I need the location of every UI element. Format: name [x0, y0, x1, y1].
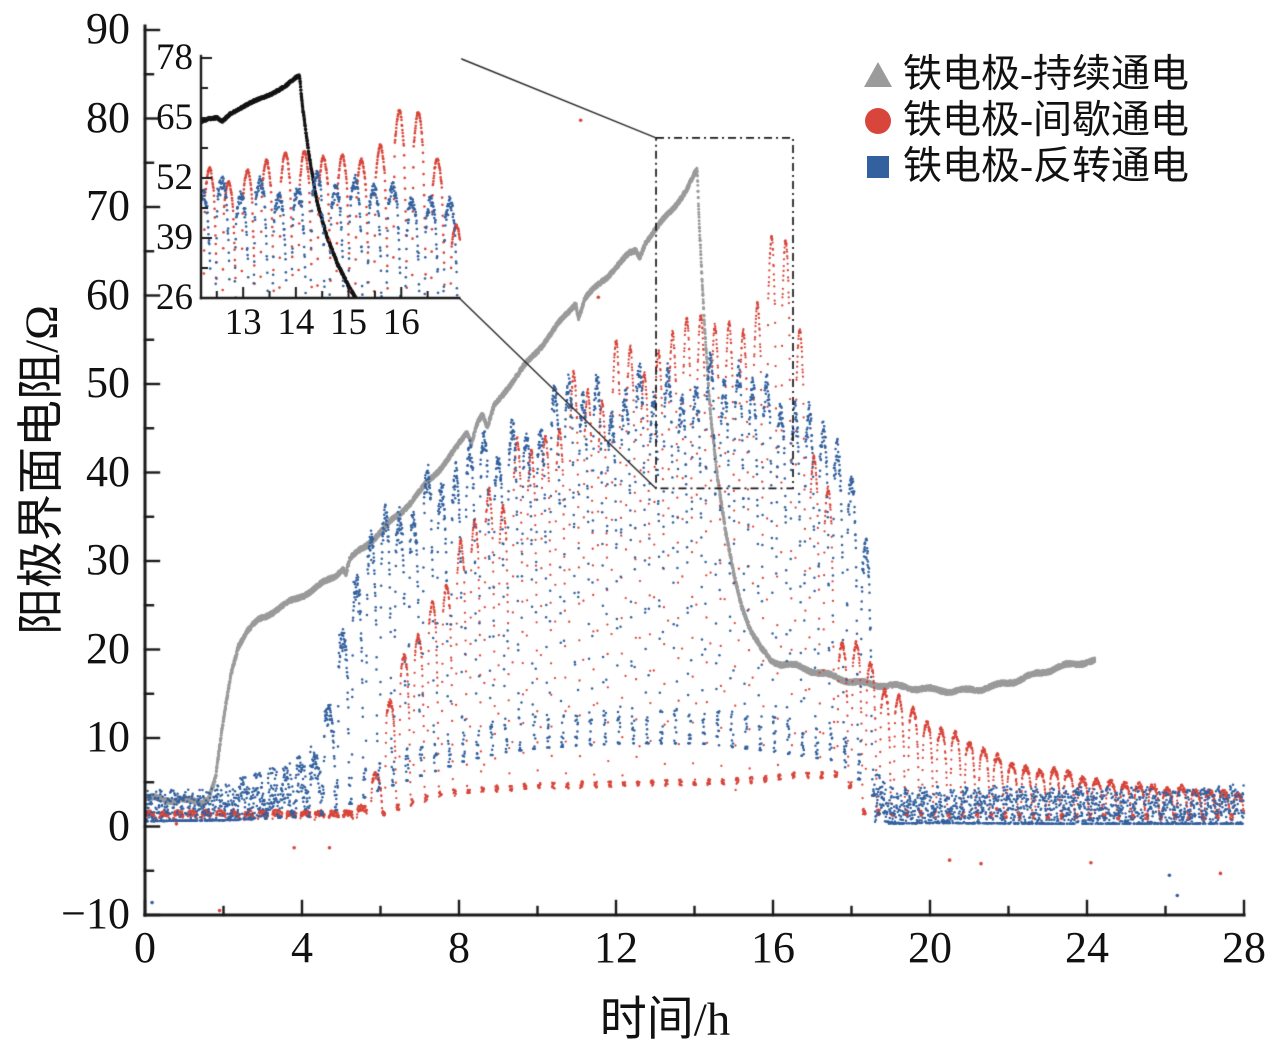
legend-item-2: 铁电极-间歇通电 — [862, 98, 1189, 144]
legend-marker-square-icon — [867, 156, 889, 178]
y-tick-label-10: 10 — [86, 712, 130, 761]
x-tick-label-20: 20 — [908, 923, 952, 972]
legend-label: 铁电极-持续通电 — [903, 53, 1189, 96]
x-tick-label-8: 8 — [448, 923, 470, 972]
inset-y-tick-label-39: 39 — [156, 217, 193, 258]
inset-y-tick-label-78: 78 — [156, 37, 193, 79]
y-tick-label-0: 0 — [108, 800, 130, 850]
y-tick-label-40: 40 — [86, 446, 130, 496]
legend-item-1: 铁电极-持续通电 — [862, 52, 1189, 98]
inset-y-tick-label-52: 52 — [156, 157, 193, 198]
inset-x-tick-label-14: 14 — [277, 302, 315, 343]
x-tick-label-4: 4 — [291, 923, 313, 972]
y-tick-label-−10: −10 — [61, 889, 130, 938]
y-tick-label-60: 60 — [86, 269, 130, 319]
y-tick-label-70: 70 — [86, 181, 130, 230]
y-tick-label-90: 90 — [86, 4, 130, 53]
y-tick-label-20: 20 — [86, 623, 130, 673]
legend-label: 铁电极-反转通电 — [903, 145, 1189, 188]
x-tick-label-16: 16 — [751, 923, 795, 972]
x-tick-label-12: 12 — [594, 923, 638, 972]
legend-marker-circle-icon — [865, 108, 891, 134]
y-tick-label-50: 50 — [86, 358, 130, 407]
legend-label: 铁电极-间歇通电 — [903, 99, 1189, 142]
inset-y-tick-label-65: 65 — [156, 97, 193, 138]
legend-marker-triangle-icon — [864, 62, 892, 87]
x-tick-label-0: 0 — [134, 923, 156, 972]
inset-x-tick-label-16: 16 — [382, 302, 420, 343]
legend-item-3: 铁电极-反转通电 — [862, 144, 1189, 190]
x-tick-label-28: 28 — [1222, 923, 1266, 972]
y-tick-label-80: 80 — [86, 92, 130, 142]
legend: 铁电极-持续通电 铁电极-间歇通电 铁电极-反转通电 — [862, 52, 1189, 190]
x-axis-title: 时间/h — [599, 994, 731, 1046]
inset-y-tick-label-26: 26 — [156, 277, 193, 318]
x-tick-label-24: 24 — [1065, 923, 1109, 972]
inset-x-tick-label-15: 15 — [330, 302, 368, 343]
y-tick-label-30: 30 — [86, 535, 130, 584]
inset-x-tick-label-13: 13 — [224, 302, 262, 343]
